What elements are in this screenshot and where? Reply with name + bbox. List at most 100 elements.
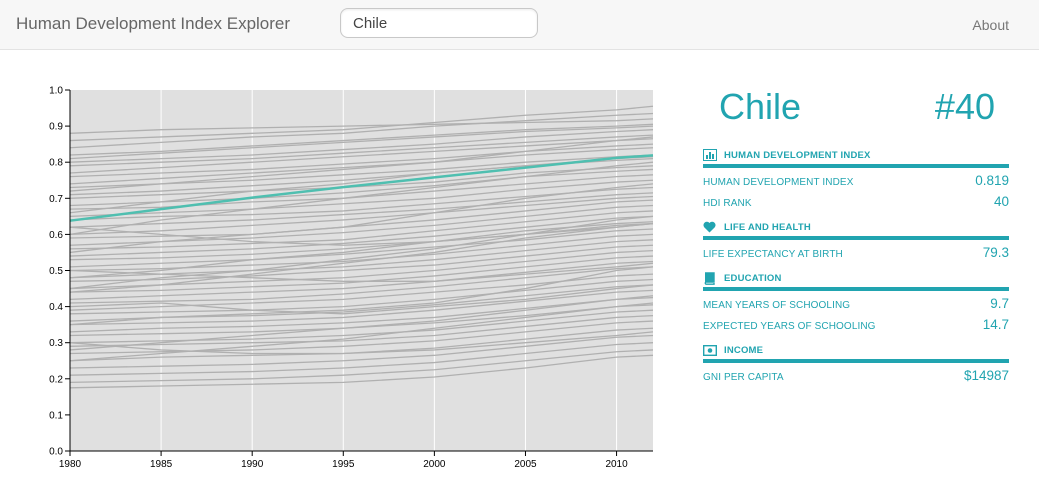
y-tick-label: 0.6 [49, 230, 63, 241]
country-series-line [69, 138, 654, 174]
heart-icon [703, 220, 717, 234]
country-series-line [69, 260, 654, 301]
country-series-line [69, 244, 654, 282]
highlight-series-line [69, 154, 654, 222]
x-tick-label: 1985 [150, 459, 173, 470]
country-series-line [69, 215, 654, 290]
stat-label: LIFE EXPECTANCY AT BIRTH [703, 249, 843, 260]
stat-row: HUMAN DEVELOPMENT INDEX 0.819 [703, 168, 1009, 189]
country-series-line [69, 320, 654, 355]
country-series-line [69, 183, 654, 254]
stat-value: $14987 [963, 368, 1009, 383]
navbar: Human Development Index Explorer About [0, 0, 1039, 50]
country-series-line [69, 129, 654, 163]
country-series-line [69, 278, 654, 315]
x-tick-label: 1995 [332, 459, 355, 470]
stat-value: 0.819 [975, 173, 1009, 188]
country-series-line [69, 112, 654, 149]
section-education: EDUCATION MEAN YEARS OF SCHOOLING 9.7 EX… [703, 271, 1009, 333]
country-series-line [69, 136, 654, 192]
stat-row: HDI RANK 40 [703, 189, 1009, 210]
x-tick-label: 2010 [605, 459, 628, 470]
stat-value: 14.7 [982, 317, 1009, 332]
stat-label: GNI PER CAPITA [703, 372, 784, 383]
country-profile-panel: Chile #40 HUMAN DEVELOPMENT INDEX HUMAN … [703, 80, 1009, 384]
stat-row: MEAN YEARS OF SCHOOLING 9.7 [703, 291, 1009, 312]
country-series-line [69, 295, 654, 351]
country-series-line [69, 239, 654, 279]
country-series-line [69, 105, 654, 142]
country-series-line [69, 168, 654, 207]
x-tick-label: 2000 [423, 459, 446, 470]
book-icon [703, 271, 717, 285]
y-tick-label: 0.8 [49, 158, 63, 169]
stat-row: LIFE EXPECTANCY AT BIRTH 79.3 [703, 240, 1009, 261]
country-series-line [69, 314, 654, 347]
country-series-line [69, 123, 654, 156]
country-series-line [69, 210, 654, 250]
stat-label: EXPECTED YEARS OF SCHOOLING [703, 321, 876, 332]
country-series-line [69, 221, 654, 279]
country-series-line [69, 334, 654, 369]
y-tick-label: 0.4 [49, 302, 63, 313]
stat-row: EXPECTED YEARS OF SCHOOLING 14.7 [703, 312, 1009, 333]
country-series-line [69, 143, 654, 178]
section-title: EDUCATION [724, 272, 782, 284]
country-series-line [69, 331, 654, 355]
section-title: HUMAN DEVELOPMENT INDEX [724, 149, 871, 161]
country-series-line [69, 289, 654, 326]
country-series-line [69, 327, 654, 362]
y-tick-label: 0.9 [49, 122, 63, 133]
y-tick-label: 0.5 [49, 266, 63, 277]
country-series-line [69, 222, 654, 293]
section-hdi: HUMAN DEVELOPMENT INDEX HUMAN DEVELOPMEN… [703, 148, 1009, 210]
country-series-line [69, 266, 654, 304]
section-income: INCOME GNI PER CAPITA $14987 [703, 343, 1009, 384]
x-tick-label: 2005 [514, 459, 537, 470]
country-rank-badge: #40 [934, 86, 995, 127]
y-tick-label: 0.0 [49, 447, 63, 458]
country-series-line [69, 195, 654, 236]
country-series-line [69, 157, 654, 196]
stat-label: HUMAN DEVELOPMENT INDEX [703, 177, 854, 188]
country-series-line [69, 342, 654, 376]
country-series-line [69, 266, 654, 326]
section-title: INCOME [724, 344, 764, 356]
country-series-line [69, 125, 654, 160]
country-series-line [69, 309, 654, 344]
stat-label: MEAN YEARS OF SCHOOLING [703, 300, 851, 311]
x-tick-label: 1990 [241, 459, 264, 470]
country-series-line [69, 284, 654, 315]
y-tick-label: 0.2 [49, 374, 63, 385]
country-series-line [69, 179, 654, 217]
country-series-line [69, 302, 654, 362]
y-tick-label: 1.0 [49, 86, 63, 97]
country-series-line [69, 222, 654, 261]
country-series-line [69, 215, 654, 257]
country-series-line [69, 349, 654, 384]
y-tick-label: 0.3 [49, 338, 63, 349]
country-series-line [69, 255, 654, 293]
app-title[interactable]: Human Development Index Explorer [16, 14, 291, 33]
country-series-line [69, 118, 654, 134]
country-header: Chile #40 [703, 80, 1009, 138]
country-search-input[interactable] [340, 8, 538, 38]
stat-value: 9.7 [990, 296, 1009, 311]
country-series-line [69, 273, 654, 311]
stat-row: GNI PER CAPITA $14987 [703, 363, 1009, 384]
country-series-line [69, 186, 654, 221]
country-name: Chile [719, 86, 802, 127]
money-icon [703, 343, 717, 357]
about-link[interactable]: About [972, 17, 1009, 33]
section-life-health: LIFE AND HEALTH LIFE EXPECTANCY AT BIRTH… [703, 220, 1009, 261]
y-tick-label: 0.7 [49, 194, 63, 205]
country-series-line [69, 228, 654, 268]
stat-value: 79.3 [982, 245, 1009, 260]
country-series-line [69, 262, 654, 282]
hdi-line-chart: 0.0 0.1 0.2 0.3 0.4 0.5 0.6 0.7 0.8 0.9 1.0 1980 198… [49, 86, 654, 470]
country-series-line [69, 161, 654, 236]
y-tick-label: 0.1 [49, 410, 63, 421]
bar-chart-icon [703, 148, 717, 162]
country-series-line [69, 192, 654, 228]
x-tick-label: 1980 [59, 459, 82, 470]
